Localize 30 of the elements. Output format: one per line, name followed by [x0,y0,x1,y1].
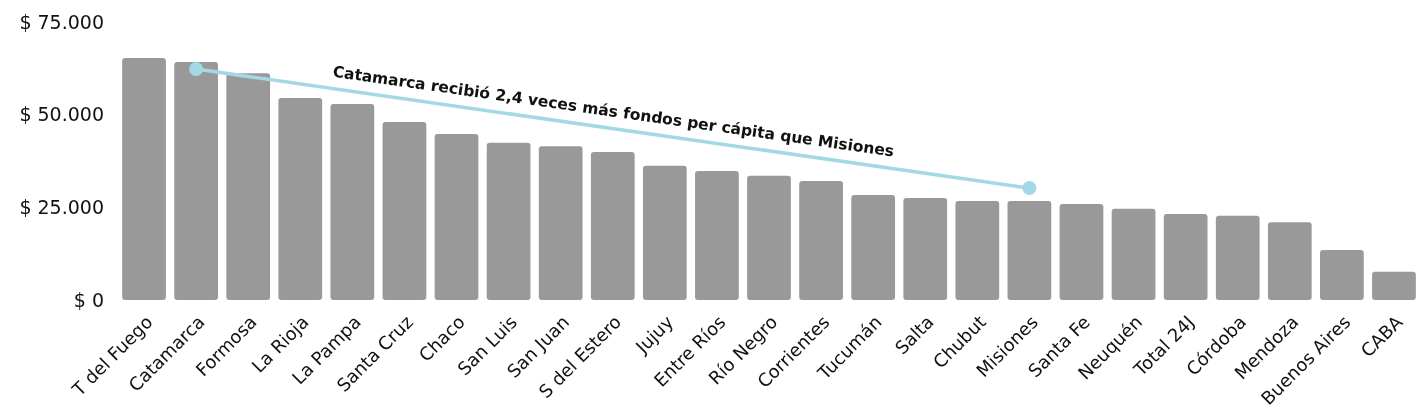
bar [1267,222,1312,300]
bar [1007,201,1052,300]
bar [590,152,635,300]
bar [799,181,843,300]
bar [747,175,791,300]
bar [278,97,323,300]
bar [330,103,375,300]
bar [1372,271,1416,300]
bar [1320,249,1364,300]
bar [695,171,739,300]
annotation: Catamarca recibió 2,4 veces más fondos per cápita que Misiones [331,62,896,161]
bar [955,201,1000,300]
y-tick-label: $ 50.000 [19,103,104,126]
bar [486,142,531,300]
bar [1215,215,1260,300]
bar [851,195,896,300]
y-tick-label: $ 75.000 [19,10,104,33]
bar [434,133,479,300]
bar [538,146,583,300]
bar [903,198,948,300]
bar [174,62,218,300]
y-tick-label: $ 0 [73,288,104,311]
bar [382,122,427,300]
y-tick-label: $ 25.000 [19,195,104,218]
bar [1163,214,1208,300]
bar [122,57,166,300]
bar [1111,208,1156,300]
bar [1059,204,1104,300]
bar [226,73,271,300]
bar [642,165,687,300]
